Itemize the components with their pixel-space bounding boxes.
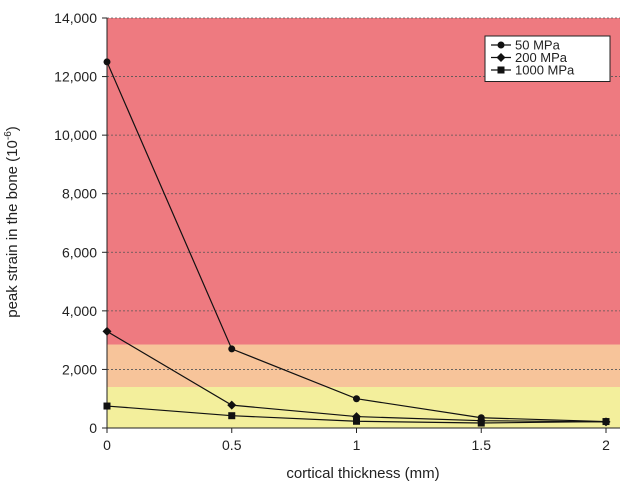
y-tick-label-5: 10,000 bbox=[54, 127, 97, 143]
y-axis-title-main: peak strain in the bone (10 bbox=[4, 140, 21, 318]
strain-band-1 bbox=[107, 344, 620, 387]
y-tick-label-0: 0 bbox=[89, 420, 97, 436]
data-point-2-0 bbox=[103, 402, 111, 410]
y-tick-label-7: 14,000 bbox=[54, 10, 97, 26]
data-point-2-2 bbox=[353, 417, 360, 425]
x-tick-label-1: 0.5 bbox=[222, 437, 242, 453]
x-tick-label-3: 1.5 bbox=[472, 437, 492, 453]
x-axis-title: cortical thickness (mm) bbox=[286, 465, 439, 482]
strain-zone-bands bbox=[107, 18, 620, 428]
data-point-1-0 bbox=[102, 326, 112, 336]
legend-marker-1 bbox=[496, 53, 506, 62]
data-point-2-1 bbox=[228, 412, 236, 420]
x-tick-label-0: 0 bbox=[103, 437, 111, 453]
gridlines bbox=[107, 17, 620, 370]
legend-label-1: 200 MPa bbox=[515, 50, 568, 65]
legend-marker-2 bbox=[497, 66, 505, 74]
legend-box bbox=[484, 35, 611, 82]
data-point-2-4 bbox=[602, 418, 610, 426]
series-layer bbox=[102, 58, 611, 427]
legend-marker-0 bbox=[497, 41, 505, 49]
y-tick-label-1: 2,000 bbox=[62, 361, 97, 377]
y-axis-title-close: ) bbox=[4, 126, 21, 131]
x-tick-label-4: 2 bbox=[602, 437, 610, 453]
legend-label-0: 50 MPa bbox=[515, 38, 561, 53]
y-axis-title: peak strain in the bone (10-6) bbox=[3, 126, 21, 318]
axes: 0 2,000 4,000 6,000 8,000 10,000 12,000 14,000 0… bbox=[54, 10, 620, 453]
data-point-1-1 bbox=[227, 400, 237, 410]
data-point-0-1 bbox=[228, 345, 236, 353]
y-tick-label-2: 4,000 bbox=[62, 303, 97, 319]
x-tick-label-2: 1 bbox=[353, 437, 361, 453]
legend-label-2: 1000 MPa bbox=[515, 63, 575, 78]
y-axis-title-exponent: -6 bbox=[3, 131, 14, 140]
data-point-2-3 bbox=[477, 419, 485, 427]
y-tick-label-6: 12,000 bbox=[54, 69, 97, 85]
data-point-0-0 bbox=[103, 58, 111, 66]
series-2 bbox=[103, 402, 610, 427]
y-tick-label-3: 6,000 bbox=[62, 244, 97, 260]
y-tick-label-4: 8,000 bbox=[62, 186, 97, 202]
data-point-0-2 bbox=[353, 395, 360, 403]
